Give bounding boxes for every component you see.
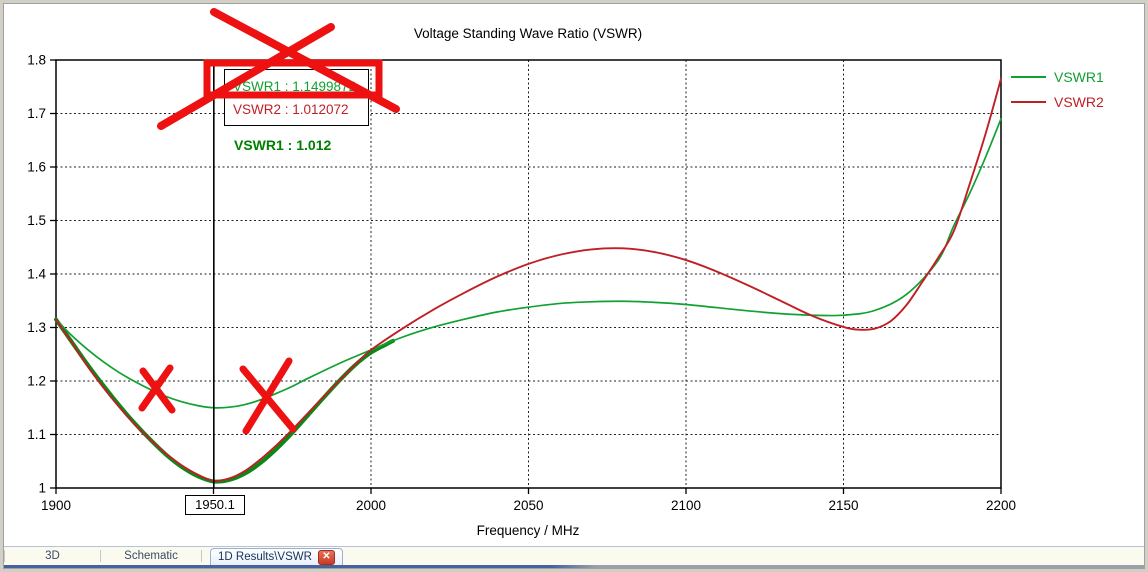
- plot-canvas[interactable]: 1 1.1 1.2 1.3 1.4 1.5 1.6 1.7 1.8 1900 2000 2050 210…: [4, 4, 1144, 546]
- y-tick-label: 1.4: [27, 267, 46, 282]
- x-axis-label: Frequency / MHz: [476, 523, 580, 538]
- x-tick-label: 2100: [671, 498, 701, 513]
- y-tick-label: 1.3: [27, 320, 46, 335]
- tab-separator: [100, 550, 101, 562]
- vswr1-line-swatch: [1011, 75, 1046, 78]
- tab-schematic-label: Schematic: [124, 550, 178, 562]
- document-tab-bar: 3D Schematic 1D Results\VSWR ✕: [4, 546, 1144, 565]
- x-tick-label: 2200: [986, 498, 1016, 513]
- y-tick-label: 1.1: [27, 427, 46, 442]
- y-tick-label: 1.5: [27, 213, 46, 228]
- chart-title: Voltage Standing Wave Ratio (VSWR): [413, 26, 643, 41]
- marker-readout-box: VSWR1 : 1.1499872 VSWR2 : 1.012072: [224, 69, 369, 126]
- marker-readout-vswr2: VSWR2 : 1.012072: [233, 102, 349, 117]
- vswr-chart: 1 1.1 1.2 1.3 1.4 1.5 1.6 1.7 1.8 1900 2000 2050 210…: [27, 53, 1016, 514]
- y-tick-label: 1.8: [27, 53, 46, 68]
- curve-vswr1-bold-highlight: [54, 317, 396, 484]
- bottom-strip: [4, 565, 1144, 568]
- y-tick-label: 1.2: [27, 374, 46, 389]
- legend-label-vswr1: VSWR1: [1054, 68, 1104, 85]
- tab-1d-results-vswr[interactable]: 1D Results\VSWR ✕: [210, 548, 343, 565]
- marker-extra-readout: VSWR1 : 1.012: [234, 137, 332, 153]
- legend-item-vswr2: VSWR2: [1011, 89, 1104, 114]
- x-tick-label: 1900: [41, 498, 71, 513]
- y-tick-label: 1: [38, 481, 46, 496]
- x-tick-label: 2050: [513, 498, 543, 513]
- curve-vswr2: [55, 77, 1002, 482]
- y-tick-label: 1.7: [27, 106, 46, 121]
- vswr2-line-swatch: [1011, 100, 1046, 103]
- tab-schematic[interactable]: Schematic: [101, 547, 201, 565]
- tab-3d-label: 3D: [45, 550, 60, 562]
- app-window: 1 1.1 1.2 1.3 1.4 1.5 1.6 1.7 1.8 1900 2000 2050 210…: [3, 3, 1145, 569]
- tab-separator: [4, 550, 5, 562]
- x-tick-label: 2000: [356, 498, 386, 513]
- legend: VSWR1 VSWR2: [1011, 64, 1104, 114]
- legend-item-vswr1: VSWR1: [1011, 64, 1104, 89]
- tab-1d-results-label: 1D Results\VSWR: [218, 551, 312, 563]
- tab-3d[interactable]: 3D: [5, 547, 100, 565]
- y-tick-label: 1.6: [27, 160, 46, 175]
- x-tick-label: 2150: [828, 498, 858, 513]
- marker-readout-vswr1: VSWR1 : 1.1499872: [233, 79, 357, 94]
- legend-label-vswr2: VSWR2: [1054, 93, 1104, 110]
- marker-frequency-box[interactable]: 1950.1: [185, 495, 245, 515]
- close-tab-icon[interactable]: ✕: [317, 549, 335, 565]
- tab-separator: [201, 550, 202, 562]
